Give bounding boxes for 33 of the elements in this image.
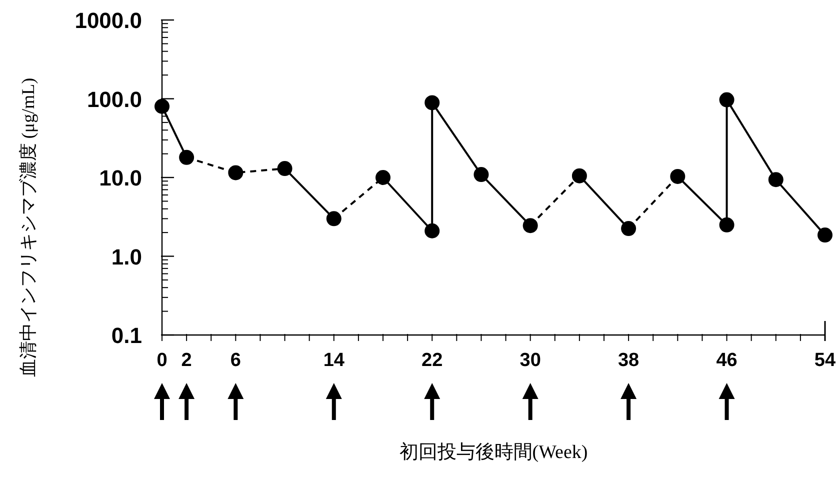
point	[768, 172, 784, 188]
y-axis-title: 血清中インフリキシマブ濃度 (μg/mL)	[18, 78, 38, 378]
point	[277, 161, 292, 176]
x-tick-label: 46	[716, 350, 738, 371]
point	[670, 168, 686, 184]
x-tick-label: 54	[814, 350, 836, 371]
point	[621, 221, 636, 236]
point	[228, 165, 244, 180]
y-tick-label: 1.0	[111, 244, 142, 270]
x-tick-label: 14	[323, 350, 345, 371]
point	[424, 223, 440, 238]
point	[522, 218, 538, 234]
point	[424, 95, 440, 110]
y-tick-label: 0.1	[111, 323, 142, 348]
point	[719, 92, 734, 108]
x-tick-label: 30	[520, 350, 541, 371]
y-tick-label: 1000.0	[74, 8, 142, 33]
x-tick-label: 0	[156, 350, 168, 371]
point	[719, 217, 734, 232]
x-axis-title: 初回投与後時間(Week)	[399, 441, 588, 463]
point	[572, 168, 587, 184]
x-tick-label: 6	[230, 350, 241, 371]
x-tick-label: 38	[618, 350, 640, 371]
y-tick-label: 10.0	[99, 166, 142, 190]
x-tick-label: 2	[181, 350, 192, 371]
y-tick-label: 100.0	[86, 86, 142, 112]
point	[376, 170, 390, 185]
point	[326, 211, 342, 226]
point	[179, 150, 194, 165]
point	[474, 167, 489, 182]
point	[818, 228, 832, 243]
point	[154, 98, 170, 114]
x-tick-label: 22	[422, 350, 443, 371]
